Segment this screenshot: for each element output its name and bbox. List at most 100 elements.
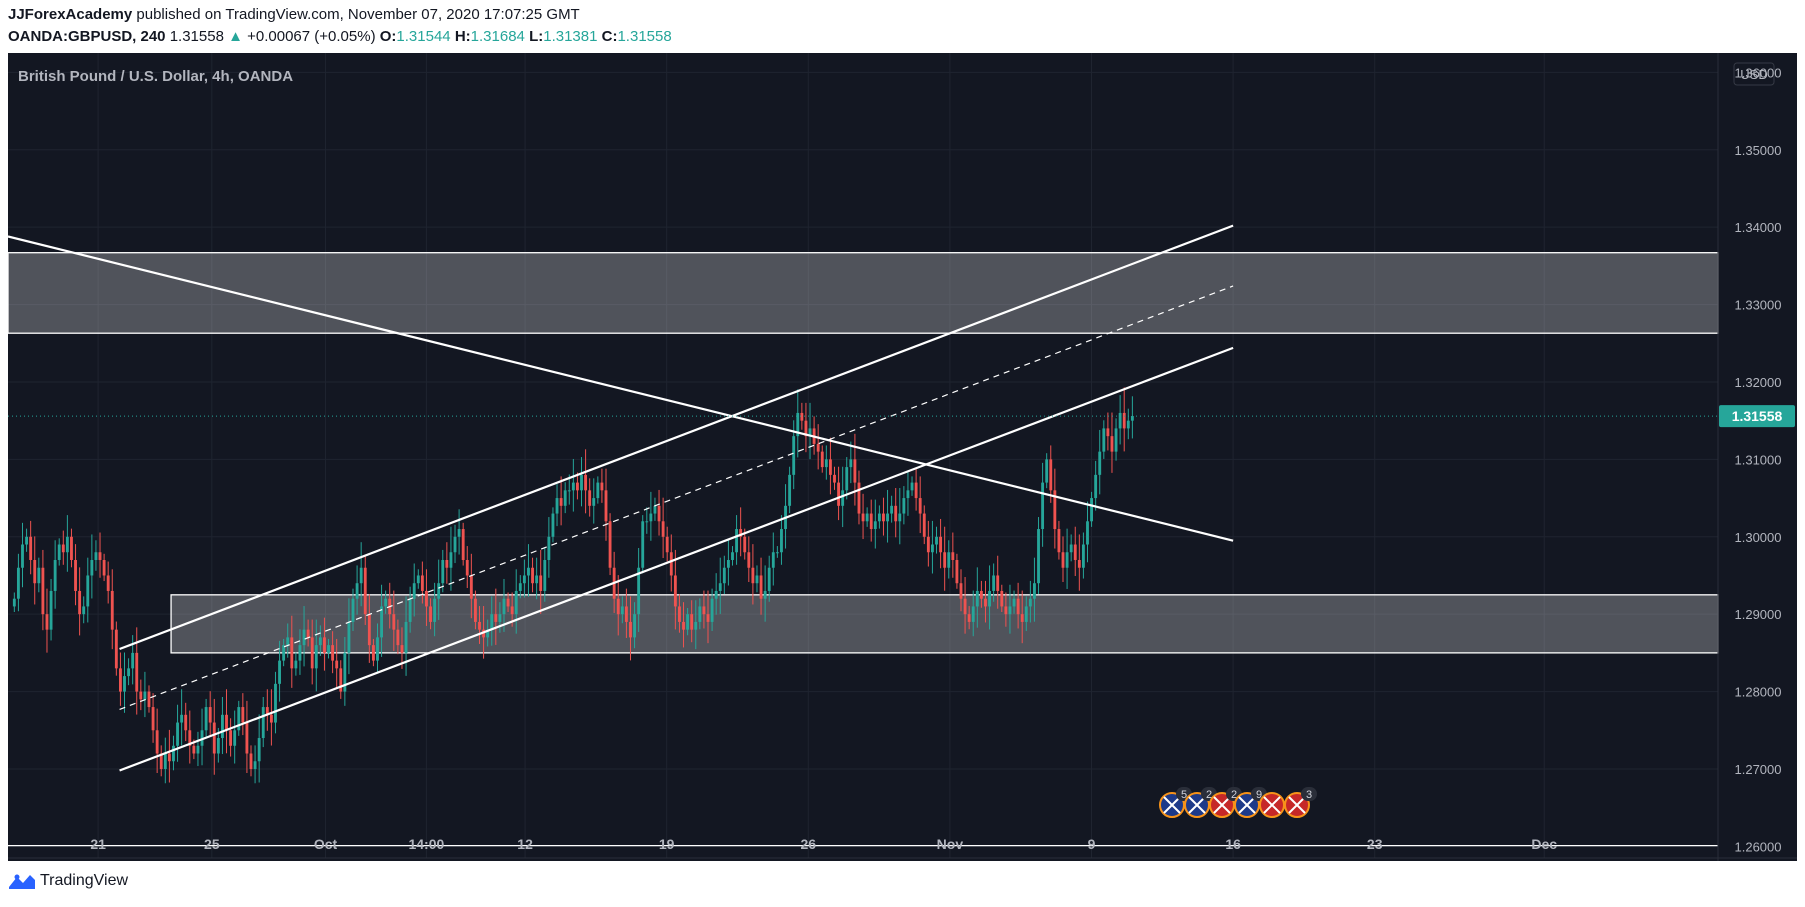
price-axis[interactable]: 1.36000 1.35000 1.34000 1.33000 1.32000 1.310… <box>1735 65 1782 854</box>
candle-body <box>535 575 539 584</box>
candle-body <box>82 606 86 615</box>
time-tick-label: 19 <box>659 836 675 852</box>
price-change: +0.00067 (+0.05%) <box>247 28 376 45</box>
candle-body <box>527 567 530 576</box>
candle-body <box>686 614 690 630</box>
candle-body <box>41 567 45 615</box>
candle-body <box>155 730 159 754</box>
candle-body <box>861 513 865 522</box>
candle-body <box>355 583 359 599</box>
candle-body <box>363 567 367 615</box>
candle-body <box>65 536 69 553</box>
candle-body <box>747 552 751 568</box>
candle-body <box>1012 598 1016 607</box>
candle-body <box>37 567 41 584</box>
candle-body <box>16 567 20 599</box>
event-count-label: 2 <box>1206 789 1212 801</box>
candle-body <box>682 621 685 630</box>
candle-body <box>106 575 110 591</box>
channel-lower-line <box>119 346 1234 772</box>
candle-body <box>518 583 522 591</box>
candle-body <box>371 645 375 661</box>
candle-body <box>1057 529 1061 553</box>
candle-body <box>86 575 90 607</box>
candle-body <box>188 730 192 746</box>
candle-body <box>531 567 534 584</box>
candle-body <box>274 683 277 723</box>
candle-body <box>114 629 118 669</box>
price-tick-label: 1.31000 <box>1735 452 1782 467</box>
price-chart[interactable]: 5 2 2 9 3 British Pound / U.S. Dollar, 4h, O… <box>8 53 1797 861</box>
candle-body <box>804 420 808 437</box>
candle-body <box>816 443 820 452</box>
candle-body <box>792 436 796 475</box>
candle-body <box>649 513 653 522</box>
candle-body <box>1016 598 1020 615</box>
tradingview-footer[interactable]: TradingView <box>8 872 128 890</box>
candle-body <box>192 745 196 754</box>
grid-lines <box>8 53 1718 858</box>
candle-body <box>967 614 971 622</box>
candle-body <box>127 668 131 677</box>
flag-cross-icon <box>1188 796 1206 814</box>
candle-body <box>759 575 763 599</box>
price-tick-label: 1.34000 <box>1735 220 1782 235</box>
candle-body <box>571 482 575 491</box>
candle-body <box>380 606 383 638</box>
candle-body <box>698 606 702 622</box>
candle-body <box>726 559 730 568</box>
candle-body <box>269 714 273 723</box>
candle-body <box>298 645 302 661</box>
candle-body <box>678 606 681 622</box>
candle-body <box>478 621 481 630</box>
candle-body <box>633 614 636 638</box>
candle-body <box>131 652 135 669</box>
price-tick-label: 1.29000 <box>1735 607 1782 622</box>
flag-cross-icon <box>1163 796 1181 814</box>
candle-body <box>1049 459 1053 491</box>
candle-body <box>596 482 600 499</box>
candle-body <box>1004 606 1008 615</box>
author-name[interactable]: JJForexAcademy <box>8 6 133 23</box>
candle-body <box>416 575 420 584</box>
candle-body <box>600 482 604 491</box>
candle-body <box>1073 544 1077 560</box>
candle-body <box>808 428 812 437</box>
candle-body <box>690 614 694 630</box>
currency-box[interactable] <box>1733 62 1775 86</box>
candle-body <box>510 606 514 615</box>
candle-body <box>241 707 245 723</box>
candle-body <box>265 707 269 715</box>
candle-body <box>200 730 204 746</box>
candle-body <box>853 459 857 483</box>
time-axis[interactable]: 21 25 Oct 14:00 12 19 26 Nov 9 16 23 Dec <box>90 836 1557 852</box>
candle-body <box>392 614 396 630</box>
event-markers[interactable]: 5 2 2 9 3 <box>1159 787 1317 818</box>
candle-body <box>465 559 469 576</box>
time-tick-label: Oct <box>314 836 338 852</box>
time-tick-label: 12 <box>517 836 533 852</box>
candle-body <box>1041 482 1045 530</box>
tradingview-logo-icon <box>9 874 35 889</box>
candle-body <box>551 513 555 537</box>
candle-body <box>959 583 963 599</box>
time-tick-label: 16 <box>1225 836 1241 852</box>
candle-body <box>123 676 126 692</box>
candle-body <box>225 714 228 731</box>
candle-body <box>951 552 955 560</box>
candle-body <box>1053 490 1057 530</box>
candle-body <box>902 498 906 514</box>
candle-body <box>367 614 371 646</box>
flag-cross-icon <box>1288 796 1306 814</box>
candle-body <box>722 567 726 584</box>
candle-body <box>837 482 841 506</box>
candle-body <box>988 590 991 607</box>
candle-body <box>1045 459 1049 483</box>
flag-cross-icon <box>1213 796 1231 814</box>
chart-background <box>8 53 1797 861</box>
candle-body <box>502 598 506 615</box>
candle-body <box>70 536 73 560</box>
candle-body <box>1081 544 1085 568</box>
candle-body <box>498 614 502 622</box>
symbol-name[interactable]: OANDA:GBPUSD, 240 <box>8 28 166 45</box>
